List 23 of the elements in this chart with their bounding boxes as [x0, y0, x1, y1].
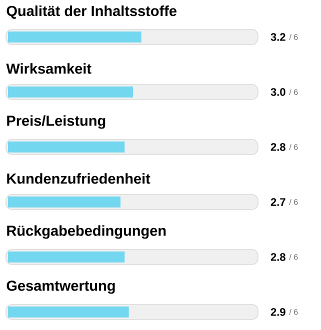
bar [8, 142, 125, 153]
text: / 6 [289, 89, 298, 95]
y-tick-label: Kundenzufriedenheit [7, 173, 150, 184]
y-tick-label: Qualität der Inhaltsstoffe [6, 5, 176, 19]
bar [8, 32, 142, 43]
bar [8, 252, 125, 262]
data-label: 2.8 [270, 253, 286, 261]
data-label: 3.2 [270, 33, 286, 41]
text: / 6 [289, 144, 298, 150]
y-tick-label: Wirksamkeit [6, 63, 92, 74]
y-tick-label: Gesamtwertung [6, 280, 115, 294]
y-tick-label: Preis/Leistung [7, 115, 106, 129]
data-label: 2.7 [270, 198, 286, 206]
data-label: 3.0 [270, 88, 286, 96]
data-label: 2.9 [270, 308, 286, 316]
data-label: 2.8 [270, 143, 286, 151]
y-tick-label: Rückgabebedingungen [7, 225, 166, 239]
text: / 6 [289, 34, 298, 40]
text: / 6 [289, 254, 298, 260]
text: / 6 [289, 309, 298, 315]
bar [8, 196, 120, 208]
text: / 6 [289, 199, 298, 205]
bar [8, 86, 133, 98]
